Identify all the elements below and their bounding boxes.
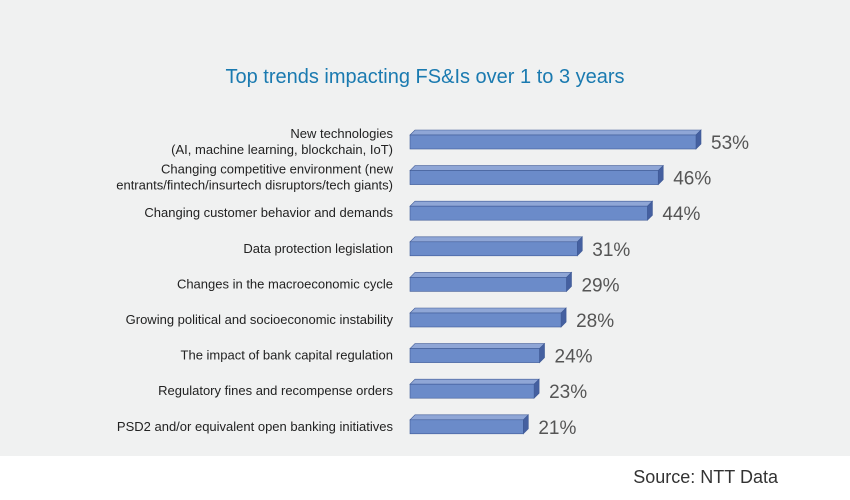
value-label: 29% — [581, 275, 619, 296]
category-label: Changing competitive environment (new — [161, 162, 394, 177]
category-label: Changes in the macroeconomic cycle — [177, 276, 393, 291]
value-label: 24% — [555, 347, 593, 368]
bar-top-face — [409, 378, 540, 385]
category-label: entrants/fintech/insurtech disruptors/te… — [116, 178, 393, 193]
bar-top-face — [409, 200, 654, 207]
bar — [409, 241, 578, 257]
value-label: 31% — [592, 240, 630, 261]
category-label: (AI, machine learning, blockchain, IoT) — [171, 142, 393, 157]
value-label: 53% — [711, 133, 749, 154]
category-label: Data protection legislation — [243, 241, 393, 256]
bar-top-face — [409, 414, 530, 421]
bar-top-face — [409, 272, 573, 278]
bar — [409, 312, 562, 328]
bar-top-face — [409, 236, 584, 243]
bar — [409, 383, 535, 399]
bar-top-face — [409, 129, 702, 136]
bar — [409, 348, 540, 363]
chart-panel: Top trends impacting FS&Is over 1 to 3 y… — [116, 66, 750, 439]
footer-strip: Source: NTT Data — [0, 456, 850, 500]
bar — [409, 170, 659, 185]
value-label: 44% — [662, 204, 700, 225]
chart-title: Top trends impacting FS&Is over 1 to 3 y… — [225, 66, 625, 88]
value-label: 46% — [673, 169, 711, 190]
bar — [409, 134, 697, 150]
category-label: New technologies — [290, 126, 393, 141]
category-label: Regulatory fines and recompense orders — [158, 383, 393, 398]
bar-chart: 53% New technologies(AI, machine learning… — [116, 126, 749, 439]
value-label: 23% — [549, 382, 587, 403]
bar — [409, 419, 524, 435]
category-label: The impact of bank capital regulation — [181, 348, 393, 363]
category-label: PSD2 and/or equivalent open banking init… — [117, 419, 394, 434]
value-label: 21% — [538, 418, 576, 439]
bar-top-face — [409, 165, 664, 171]
value-label: 28% — [576, 311, 614, 332]
source-note: Source: NTT Data — [633, 467, 778, 487]
category-label: Growing political and socioeconomic inst… — [126, 312, 394, 327]
bar — [409, 205, 648, 221]
bar-top-face — [409, 307, 567, 314]
bar-top-face — [409, 343, 546, 349]
bar — [409, 277, 567, 292]
category-label: Changing customer behavior and demands — [144, 205, 393, 220]
